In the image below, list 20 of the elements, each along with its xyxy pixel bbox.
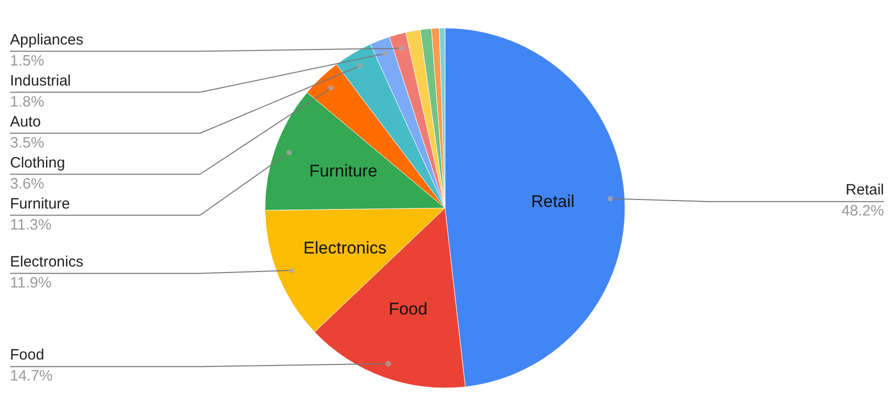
data-label: 1.8% [10,93,44,110]
data-label: 14.7% [10,368,53,385]
slice-label: Furniture [309,162,378,181]
slice-label: Electronics [303,238,387,258]
slice-label: Retail [531,192,575,211]
slice-label: Appliances [10,31,84,48]
data-label: 3.6% [10,175,44,192]
slice-label: Industrial [10,72,71,90]
data-label: 11.3% [10,216,52,234]
data-label: 11.9% [10,274,52,292]
slice-label: Clothing [10,154,66,172]
data-label: 48.2% [841,202,884,220]
slice-label: Food [10,346,44,364]
slice-label: Food [388,300,428,318]
data-label: 1.5% [10,52,44,70]
slice-label: Retail [846,182,884,199]
slice-label: Auto [10,113,41,130]
slice-label: Furniture [10,195,70,212]
data-label: 3.5% [10,134,44,152]
slice-label: Electronics [10,253,84,270]
